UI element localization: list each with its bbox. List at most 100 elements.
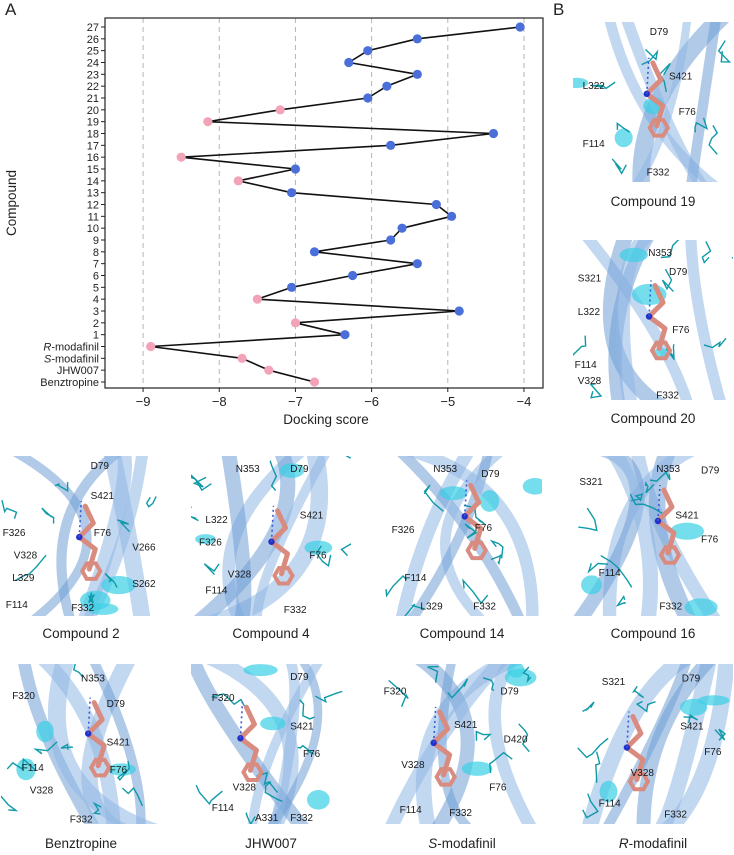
x-tick-label: −4 <box>517 394 532 409</box>
residue-sticks <box>589 382 603 399</box>
residue-label: F76 <box>110 765 128 776</box>
residue-sticks <box>616 121 630 133</box>
y-tick-label: 18 <box>87 129 99 141</box>
residue-label: F114 <box>599 798 621 809</box>
y-tick-label: 1 <box>93 330 99 342</box>
residue-label: D79 <box>481 469 500 480</box>
residue-label: F332 <box>647 168 670 179</box>
residue-sticks <box>314 690 343 704</box>
y-tick-label: 17 <box>87 140 99 152</box>
residue-label: F114 <box>212 803 234 814</box>
structure-compound-16: N353 D79 S321 S421 F76 F114 F332 <box>573 456 733 616</box>
data-point-18 <box>488 128 499 139</box>
residue-label: F320 <box>384 686 407 697</box>
residue-sticks <box>191 506 199 522</box>
structure-image: N353 S321 D79 L322 F76 F114 V328 F332 <box>573 240 733 400</box>
ligand-ring <box>465 540 489 561</box>
residue-sticks <box>582 793 599 819</box>
residue-sticks <box>92 801 102 815</box>
helix-highlight <box>619 247 649 263</box>
y-tick-label: 16 <box>87 152 99 164</box>
residue-label: D79 <box>290 464 309 475</box>
residue-label: S421 <box>290 722 314 733</box>
residue-label: F332 <box>290 813 313 824</box>
x-tick-label: −8 <box>212 394 227 409</box>
structure-jhw007: D79 F320 S421 F76 V328 F114 A331 F332 <box>191 664 351 824</box>
residue-sticks <box>587 562 609 574</box>
residue-sticks <box>631 685 645 699</box>
residue-sticks <box>1 500 18 519</box>
structure-s-modafinil: F320 D79 S421 D420 V328 F76 F114 F332 <box>382 664 542 824</box>
residue-label: F326 <box>392 525 415 536</box>
data-point-2 <box>290 318 301 328</box>
residue-sticks <box>482 677 495 692</box>
y-tick-label: 25 <box>87 46 99 58</box>
residue-sticks <box>464 523 478 539</box>
structure-image: D79 F320 S421 F76 V328 F114 A331 F332 <box>191 664 351 824</box>
structure-image: D79 S421 F326 F76 V266 V328 L329 S262 F114 F332 <box>1 456 161 616</box>
hbond <box>648 280 652 317</box>
residue-label: D79 <box>107 699 126 710</box>
residue-label: S421 <box>300 510 324 521</box>
residue-label: F114 <box>575 360 597 371</box>
structure-compound-19: D79 S421 L322 F76 F114 F332 <box>573 22 733 182</box>
data-point-3 <box>454 306 464 316</box>
y-tick-label: 20 <box>87 105 99 117</box>
residue-sticks <box>54 481 69 492</box>
data-point-26 <box>412 34 422 44</box>
y-axis-label: Compound <box>4 170 19 236</box>
residue-label: L329 <box>420 602 443 613</box>
hbond <box>87 697 91 734</box>
structure-compound-20: N353 S321 D79 L322 F76 F114 V328 F332 <box>573 240 733 400</box>
helix-highlight <box>80 590 111 611</box>
residue-sticks <box>701 241 712 264</box>
residue-label: F114 <box>22 763 44 774</box>
protein-ribbon <box>247 664 323 824</box>
data-point-22 <box>382 81 392 91</box>
hbond <box>270 505 275 542</box>
y-tick-label: 3 <box>93 306 99 318</box>
y-tick-label: 10 <box>87 223 99 235</box>
y-tick-label: 19 <box>87 117 99 129</box>
residue-label: F114 <box>599 568 621 579</box>
structure-image: N353 D79 S321 S421 F76 F114 F332 <box>573 456 733 616</box>
residue-label: F332 <box>664 810 687 821</box>
residue-label: F332 <box>70 814 93 824</box>
residue-sticks <box>117 760 131 781</box>
residue-label: F76 <box>679 107 697 118</box>
ligand-ring <box>241 762 264 783</box>
x-tick-label: −5 <box>440 394 455 409</box>
structure-image: F320 D79 S421 D420 V328 F76 F114 F332 <box>382 664 542 824</box>
y-tick-label: 9 <box>93 235 99 247</box>
residue-label: D79 <box>682 674 701 685</box>
residue-label: L329 <box>12 573 35 584</box>
residue-sticks <box>630 493 644 502</box>
residue-label: F76 <box>94 528 112 539</box>
data-point-20 <box>275 105 285 115</box>
residue-sticks <box>489 751 513 774</box>
residue-sticks <box>33 741 58 755</box>
residue-label: N353 <box>648 248 672 259</box>
structure-compound-14: N353 D79 F326 F76 F114 L329 F332 <box>382 456 542 616</box>
residue-label: N353 <box>656 464 680 475</box>
residue-sticks <box>195 784 223 806</box>
residue-sticks <box>694 117 709 133</box>
y-tick-label: 7 <box>93 259 99 271</box>
residue-sticks <box>404 603 425 616</box>
residue-sticks <box>191 474 207 488</box>
residue-sticks <box>203 563 220 576</box>
residue-label: D79 <box>650 27 669 38</box>
data-point-7 <box>412 259 422 269</box>
ligand-ring <box>649 340 673 361</box>
residue-sticks <box>518 723 530 753</box>
helix-highlight <box>522 477 542 495</box>
y-tick-label: 26 <box>87 34 99 46</box>
helix-highlight <box>479 490 500 512</box>
residue-label: V328 <box>14 550 38 561</box>
ligand-ring <box>88 757 112 778</box>
x-tick-label: −7 <box>288 394 303 409</box>
residue-label: V328 <box>228 570 252 581</box>
helix-highlight <box>461 761 493 776</box>
structure-r-modafinil: S321 D79 S421 F76 V328 F114 F332 <box>573 664 733 824</box>
